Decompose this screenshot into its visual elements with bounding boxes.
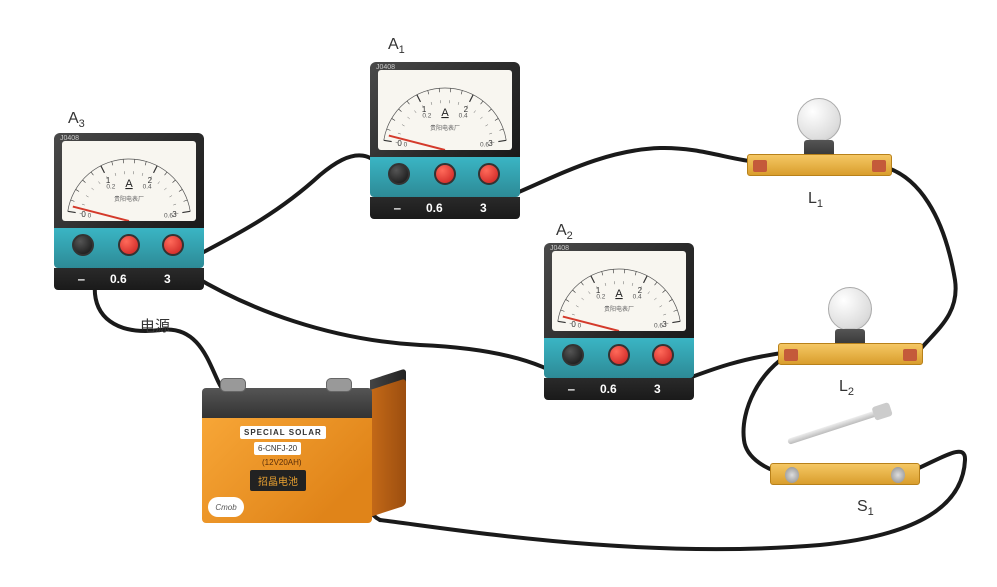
label-l1: L1 xyxy=(808,190,823,210)
bulb-terminal-left xyxy=(753,160,767,172)
svg-text:0: 0 xyxy=(88,213,92,220)
bulb-glass-icon xyxy=(797,98,841,142)
model-label: J0408 xyxy=(550,245,569,252)
terminal-label-neg: ‒ xyxy=(568,382,575,396)
svg-text:贵阳电表厂: 贵阳电表厂 xyxy=(114,195,144,203)
meter-face: 012300.20.40.6A贵阳电表厂 xyxy=(378,70,512,150)
terminal-panel xyxy=(370,157,520,197)
battery-side xyxy=(370,378,406,517)
switch-knife xyxy=(787,408,884,445)
battery-voltage: (12V20AH) xyxy=(258,456,306,469)
meter-housing: 012300.20.40.6A贵阳电表厂 J0408 xyxy=(544,243,694,338)
label-l2: L2 xyxy=(839,378,854,398)
meter-base: ‒ 0.6 3 xyxy=(54,268,204,290)
svg-text:0.2: 0.2 xyxy=(106,183,115,190)
terminal-panel xyxy=(54,228,204,268)
svg-text:贵阳电表厂: 贵阳电表厂 xyxy=(604,305,634,313)
terminal-negative xyxy=(72,234,94,256)
svg-text:0.6: 0.6 xyxy=(654,323,663,330)
bulb-l2 xyxy=(778,343,923,365)
meter-face: 012300.20.40.6A贵阳电表厂 xyxy=(552,251,686,331)
bulb-terminal-right xyxy=(872,160,886,172)
switch-s1 xyxy=(770,463,920,485)
terminal-label-0.6: 0.6 xyxy=(426,201,443,215)
terminal-3 xyxy=(162,234,184,256)
bulb-l1 xyxy=(747,154,892,176)
switch-post-right xyxy=(891,467,905,483)
svg-text:0.6: 0.6 xyxy=(164,213,173,220)
battery-brand-cn: 招晶电池 xyxy=(250,470,306,491)
meter-housing: 012300.20.40.6A贵阳电表厂 J0408 xyxy=(54,133,204,228)
terminal-0.6 xyxy=(434,163,456,185)
terminal-negative xyxy=(562,344,584,366)
svg-text:0.6: 0.6 xyxy=(480,142,489,149)
label-a1: A1 xyxy=(388,36,405,56)
battery-cap-neg xyxy=(220,378,246,392)
svg-text:0.4: 0.4 xyxy=(459,112,468,119)
battery-front: SPECIAL SOLAR 6-CNFJ-20 (12V20AH) 招晶电池 C… xyxy=(202,418,372,523)
terminal-label-0.6: 0.6 xyxy=(110,272,127,286)
svg-text:0.2: 0.2 xyxy=(422,112,431,119)
bulb-terminal-right xyxy=(903,349,917,361)
bulb-base xyxy=(747,154,892,176)
terminal-label-3: 3 xyxy=(480,201,487,215)
terminal-label-neg: ‒ xyxy=(78,272,85,286)
bulb-terminal-left xyxy=(784,349,798,361)
svg-text:A: A xyxy=(441,107,449,119)
terminal-0.6 xyxy=(118,234,140,256)
terminal-label-0.6: 0.6 xyxy=(600,382,617,396)
battery-top xyxy=(202,388,372,418)
battery-cap-pos xyxy=(326,378,352,392)
battery-title: SPECIAL SOLAR xyxy=(240,426,326,439)
label-s1: S1 xyxy=(857,498,874,518)
switch-base xyxy=(770,463,920,485)
switch-handle-icon xyxy=(871,402,892,421)
meter-face: 012300.20.40.6A贵阳电表厂 xyxy=(62,141,196,221)
terminal-label-3: 3 xyxy=(164,272,171,286)
meter-base: ‒ 0.6 3 xyxy=(370,197,520,219)
svg-text:A: A xyxy=(615,288,623,300)
battery-model: 6-CNFJ-20 xyxy=(254,442,301,455)
circuit-diagram: 012300.20.40.6A贵阳电表厂 J0408 ‒ 0.6 3 01230… xyxy=(0,0,997,587)
bulb-glass-icon xyxy=(828,287,872,331)
svg-text:贵阳电表厂: 贵阳电表厂 xyxy=(430,124,460,132)
label-a3: A3 xyxy=(68,110,85,130)
label-a2: A2 xyxy=(556,222,573,242)
svg-text:0: 0 xyxy=(404,142,408,149)
terminal-0.6 xyxy=(608,344,630,366)
battery: SPECIAL SOLAR 6-CNFJ-20 (12V20AH) 招晶电池 C… xyxy=(202,388,372,523)
meter-housing: 012300.20.40.6A贵阳电表厂 J0408 xyxy=(370,62,520,157)
svg-text:0.2: 0.2 xyxy=(596,293,605,300)
svg-text:0.4: 0.4 xyxy=(633,293,642,300)
ammeter-a2: 012300.20.40.6A贵阳电表厂 J0408 ‒ 0.6 3 xyxy=(544,243,694,400)
label-power: 电源 xyxy=(140,315,170,336)
svg-text:0: 0 xyxy=(571,320,576,329)
terminal-panel xyxy=(544,338,694,378)
svg-text:0.4: 0.4 xyxy=(143,183,152,190)
switch-post-left xyxy=(785,467,799,483)
battery-brand-en: Cmob xyxy=(208,497,244,517)
terminal-label-neg: ‒ xyxy=(394,201,401,215)
ammeter-a1: 012300.20.40.6A贵阳电表厂 J0408 ‒ 0.6 3 xyxy=(370,62,520,219)
terminal-3 xyxy=(478,163,500,185)
bulb-base xyxy=(778,343,923,365)
svg-text:0: 0 xyxy=(397,139,402,148)
terminal-negative xyxy=(388,163,410,185)
meter-base: ‒ 0.6 3 xyxy=(544,378,694,400)
svg-text:A: A xyxy=(125,178,133,190)
ammeter-a3: 012300.20.40.6A贵阳电表厂 J0408 ‒ 0.6 3 xyxy=(54,133,204,290)
svg-text:0: 0 xyxy=(578,323,582,330)
svg-text:0: 0 xyxy=(81,210,86,219)
terminal-label-3: 3 xyxy=(654,382,661,396)
model-label: J0408 xyxy=(376,64,395,71)
terminal-3 xyxy=(652,344,674,366)
model-label: J0408 xyxy=(60,135,79,142)
